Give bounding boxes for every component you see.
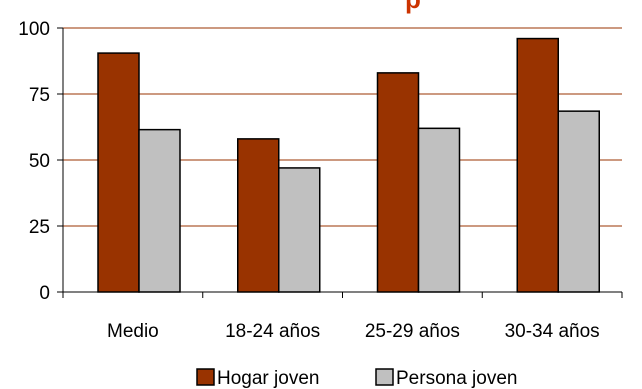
- bar-hogar-joven: [97, 52, 140, 293]
- y-tick-label: 25: [29, 217, 50, 238]
- legend: Hogar joven Persona joven: [196, 368, 517, 389]
- x-tick-label: 30-34 años: [505, 321, 600, 342]
- y-tick-label: 50: [29, 151, 50, 172]
- y-tick-label: 0: [39, 283, 50, 304]
- legend-swatch-persona-joven: [375, 368, 394, 386]
- bar-persona-joven: [557, 110, 600, 293]
- y-tick-label: 75: [29, 85, 50, 106]
- bar-persona-joven: [278, 167, 321, 293]
- bars: [97, 37, 600, 293]
- x-axis: Medio 18-24 años 25-29 años 30-34 años: [62, 291, 623, 342]
- chart-title-fragment: p: [405, 0, 421, 14]
- y-axis: 0 25 50 75 100: [18, 19, 64, 304]
- bar-hogar-joven: [516, 37, 559, 293]
- legend-label: Hogar joven: [217, 368, 319, 389]
- legend-label: Persona joven: [396, 368, 517, 389]
- bar-hogar-joven: [237, 138, 280, 293]
- bar-persona-joven: [138, 128, 181, 293]
- x-tick-label: Medio: [107, 321, 159, 342]
- legend-swatch-hogar-joven: [196, 368, 215, 386]
- x-tick-label: 25-29 años: [365, 321, 460, 342]
- y-tick-label: 100: [18, 19, 50, 40]
- bar-hogar-joven: [376, 72, 420, 293]
- bar-persona-joven: [417, 127, 461, 293]
- x-tick-label: 18-24 años: [225, 321, 320, 342]
